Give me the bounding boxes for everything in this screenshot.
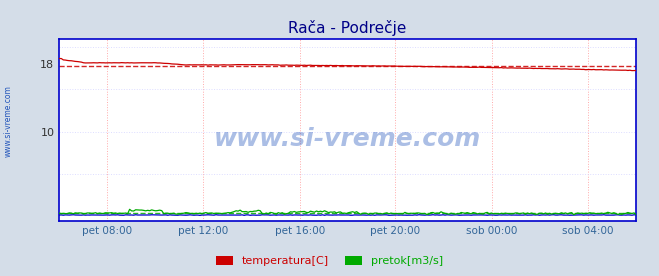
Legend: temperatura[C], pretok[m3/s]: temperatura[C], pretok[m3/s] xyxy=(212,251,447,270)
Title: Rača - Podrečje: Rača - Podrečje xyxy=(289,20,407,36)
Text: www.si-vreme.com: www.si-vreme.com xyxy=(4,86,13,157)
Text: www.si-vreme.com: www.si-vreme.com xyxy=(214,127,481,151)
